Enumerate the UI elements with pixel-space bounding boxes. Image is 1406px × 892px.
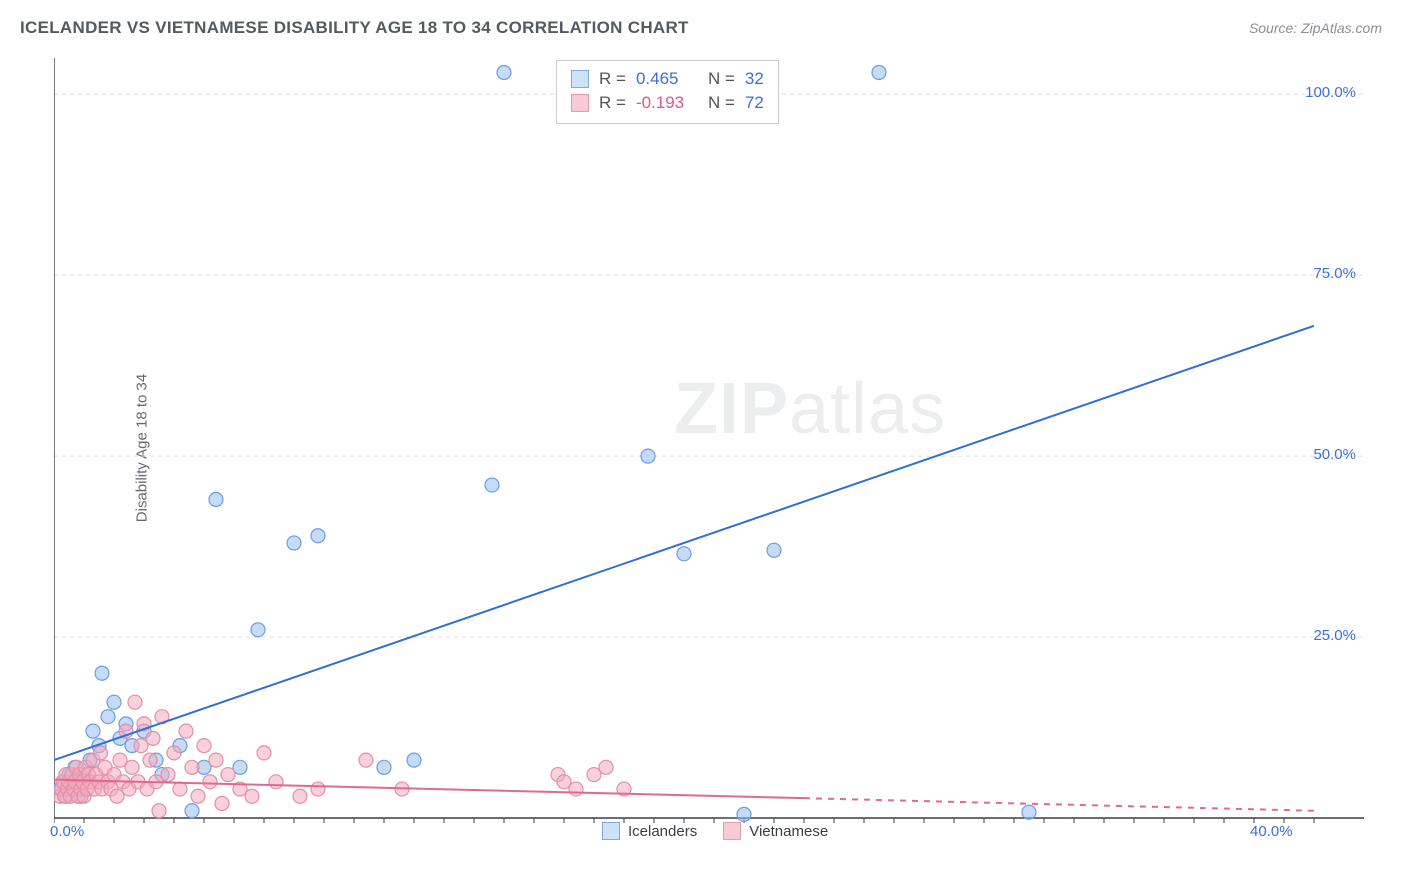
stats-swatch-icon <box>571 70 589 88</box>
stats-row: R = 0.465 N = 32 <box>571 67 764 91</box>
x-tick-label: 0.0% <box>50 823 84 840</box>
x-tick-label: 40.0% <box>1250 823 1293 840</box>
correlation-stats-box: R = 0.465 N = 32 R = -0.193 N = 72 <box>556 60 779 124</box>
stats-n-label: N = <box>708 67 735 91</box>
page-title: ICELANDER VS VIETNAMESE DISABILITY AGE 1… <box>20 18 689 38</box>
stats-n-value: 72 <box>745 91 764 115</box>
stats-r-value: 0.465 <box>636 67 698 91</box>
legend-swatch-icon <box>602 822 620 840</box>
stats-n-value: 32 <box>745 67 764 91</box>
legend-item: Vietnamese <box>723 822 828 840</box>
legend-item: Icelanders <box>602 822 697 840</box>
stats-row: R = -0.193 N = 72 <box>571 91 764 115</box>
legend-label: Vietnamese <box>749 823 828 840</box>
legend-swatch-icon <box>723 822 741 840</box>
legend-label: Icelanders <box>628 823 697 840</box>
stats-n-label: N = <box>708 91 735 115</box>
legend-bottom: Icelanders Vietnamese <box>602 822 828 840</box>
stats-r-value: -0.193 <box>636 91 698 115</box>
plot-frame: Disability Age 18 to 34 ZIPatlas 25.0%50… <box>54 58 1364 838</box>
stats-swatch-icon <box>571 94 589 112</box>
chart-container: ICELANDER VS VIETNAMESE DISABILITY AGE 1… <box>0 0 1406 892</box>
x-tick-labels: 0.0%40.0% <box>54 58 1364 838</box>
source-attribution: Source: ZipAtlas.com <box>1249 20 1382 36</box>
stats-r-label: R = <box>599 67 626 91</box>
stats-r-label: R = <box>599 91 626 115</box>
